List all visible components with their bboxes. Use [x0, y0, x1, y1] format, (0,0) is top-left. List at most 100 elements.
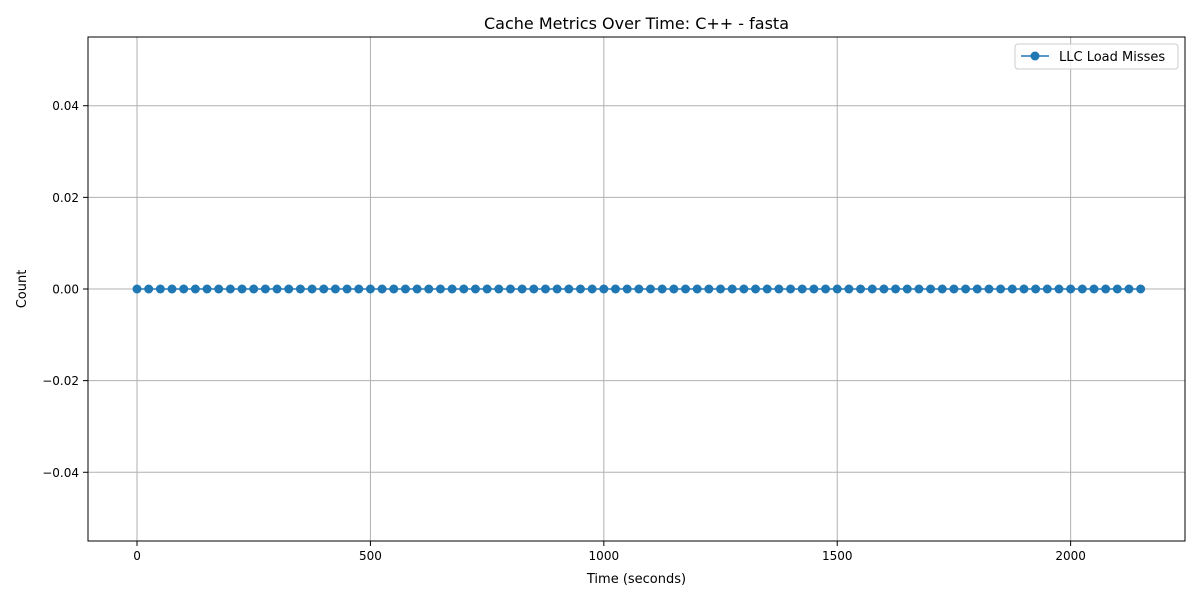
data-point — [517, 284, 527, 294]
legend-box — [1014, 43, 1179, 70]
data-point — [494, 284, 504, 294]
data-point — [190, 284, 200, 294]
data-point — [260, 284, 270, 294]
y-axis-ticks: −0.04 −0.02 0.00 0.02 0.04 — [42, 99, 88, 480]
data-point — [739, 284, 749, 294]
data-point — [844, 284, 854, 294]
data-point — [435, 284, 445, 294]
data-point — [1112, 284, 1122, 294]
x-axis-ticks: 0 500 1000 1500 2000 — [133, 541, 1086, 563]
y-tick-label: 0.04 — [52, 99, 79, 113]
data-point — [237, 284, 247, 294]
x-tick-label: 1500 — [822, 549, 853, 563]
data-point — [692, 284, 702, 294]
data-point — [949, 284, 959, 294]
data-point — [762, 284, 772, 294]
data-point — [786, 284, 796, 294]
legend-marker-swatch — [1030, 51, 1040, 61]
data-point — [459, 284, 469, 294]
data-point — [867, 284, 877, 294]
data-point — [295, 284, 305, 294]
data-point — [540, 284, 550, 294]
data-point — [202, 284, 212, 294]
data-point — [704, 284, 714, 294]
data-point — [879, 284, 889, 294]
data-point — [354, 284, 364, 294]
data-point — [330, 284, 340, 294]
data-point — [902, 284, 912, 294]
data-point — [424, 284, 434, 294]
data-point — [914, 284, 924, 294]
data-point — [797, 284, 807, 294]
data-point — [832, 284, 842, 294]
data-point — [365, 284, 375, 294]
y-axis-label: Count — [15, 270, 30, 309]
data-point — [272, 284, 282, 294]
data-point — [214, 284, 224, 294]
x-axis-label: Time (seconds) — [586, 572, 686, 587]
data-point — [1007, 284, 1017, 294]
data-point — [634, 284, 644, 294]
data-point — [342, 284, 352, 294]
data-point — [319, 284, 329, 294]
data-point — [972, 284, 982, 294]
data-point — [961, 284, 971, 294]
data-point — [1077, 284, 1087, 294]
data-point — [225, 284, 235, 294]
data-point — [809, 284, 819, 294]
data-point — [377, 284, 387, 294]
data-point — [249, 284, 259, 294]
y-tick-label: 0.00 — [52, 283, 79, 297]
data-point — [774, 284, 784, 294]
data-point — [1042, 284, 1052, 294]
data-point — [681, 284, 691, 294]
data-point — [1031, 284, 1041, 294]
data-point — [155, 284, 165, 294]
data-point — [727, 284, 737, 294]
x-tick-label: 0 — [133, 549, 141, 563]
data-point — [389, 284, 399, 294]
data-point — [132, 284, 142, 294]
data-point — [505, 284, 515, 294]
data-point — [167, 284, 177, 294]
data-point — [669, 284, 679, 294]
x-tick-label: 1000 — [589, 549, 620, 563]
data-point — [587, 284, 597, 294]
data-point — [984, 284, 994, 294]
data-point — [307, 284, 317, 294]
x-tick-label: 2000 — [1055, 549, 1086, 563]
data-point — [1089, 284, 1099, 294]
data-point — [144, 284, 154, 294]
data-point — [412, 284, 422, 294]
chart-title: Cache Metrics Over Time: C++ - fasta — [484, 14, 789, 33]
data-point — [1066, 284, 1076, 294]
data-point — [926, 284, 936, 294]
data-point — [751, 284, 761, 294]
data-point — [937, 284, 947, 294]
data-point — [1101, 284, 1111, 294]
data-point — [716, 284, 726, 294]
data-point — [610, 284, 620, 294]
data-point — [891, 284, 901, 294]
y-tick-label: −0.04 — [42, 466, 79, 480]
data-point — [179, 284, 189, 294]
data-point — [1124, 284, 1134, 294]
data-point — [552, 284, 562, 294]
data-point — [470, 284, 480, 294]
x-tick-label: 500 — [359, 549, 382, 563]
data-point — [1019, 284, 1029, 294]
y-tick-label: −0.02 — [42, 374, 79, 388]
data-point — [856, 284, 866, 294]
legend-label: LLC Load Misses — [1059, 50, 1165, 65]
data-point — [821, 284, 831, 294]
data-point — [996, 284, 1006, 294]
y-tick-label: 0.02 — [52, 191, 79, 205]
data-point — [575, 284, 585, 294]
data-point — [564, 284, 574, 294]
data-point — [622, 284, 632, 294]
data-point — [599, 284, 609, 294]
data-point — [482, 284, 492, 294]
data-point — [400, 284, 410, 294]
